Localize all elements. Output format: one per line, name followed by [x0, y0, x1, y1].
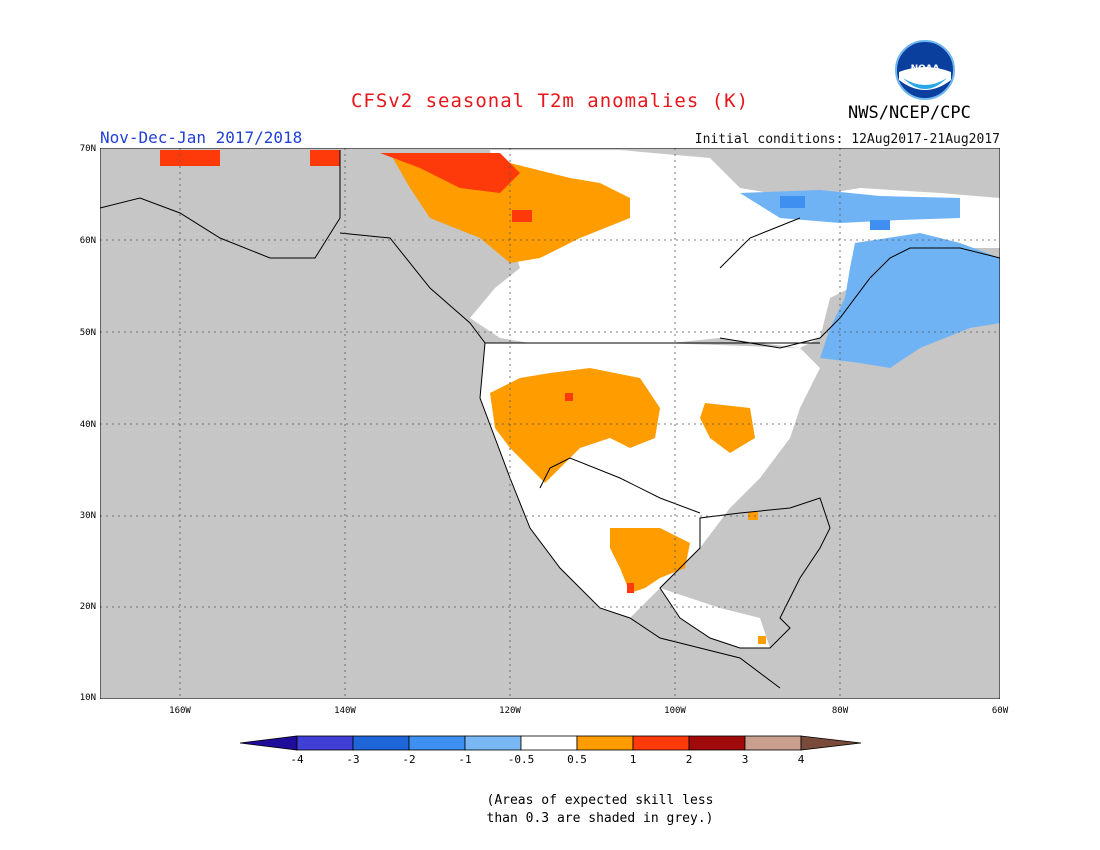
lon-label-100w: 100W — [664, 706, 686, 716]
colorbar-label: 2 — [685, 753, 693, 766]
warm-central-america — [758, 636, 766, 644]
warm-strong-mexico — [627, 583, 634, 593]
colorbar-label: -3 — [346, 753, 360, 766]
warm-central-us — [700, 403, 755, 453]
colorbar-bin-9 — [744, 735, 802, 751]
warm-gulf — [748, 512, 758, 520]
cool-strong-1 — [780, 196, 805, 208]
colorbar-bin-6 — [576, 735, 634, 751]
colorbar-label: -4 — [290, 753, 304, 766]
colorbar-bin-4 — [464, 735, 522, 751]
lon-label-80w: 80W — [831, 706, 849, 716]
colorbar-max-arrow — [800, 735, 862, 751]
lat-label-40n: 40N — [79, 420, 96, 430]
noaa-logo-icon: NOAA — [895, 40, 955, 100]
warm-strong-arctic-2 — [310, 150, 340, 166]
lat-label-30n: 30N — [79, 511, 96, 521]
colorbar-bin-3 — [408, 735, 466, 751]
skill-note-line-2: than 0.3 are shaded in grey.) — [486, 811, 714, 826]
cool-anomaly-areas — [740, 190, 1000, 368]
anomaly-map — [100, 148, 1000, 699]
warm-western-us — [490, 368, 660, 483]
colorbar-label: 4 — [797, 753, 805, 766]
skill-note-line-1: (Areas of expected skill less — [486, 793, 714, 808]
chart-title: CFSv2 seasonal T2m anomalies (K) — [350, 90, 750, 112]
colorbar-bin-1 — [296, 735, 354, 751]
colorbar — [240, 735, 862, 751]
lon-label-160w: 160W — [169, 706, 191, 716]
lon-label-120w: 120W — [499, 706, 521, 716]
colorbar-label: -0.5 — [507, 753, 535, 766]
gridlines — [100, 148, 1000, 699]
colorbar-label: -2 — [402, 753, 416, 766]
colorbar-label: 3 — [741, 753, 749, 766]
warm-strong-arctic-3 — [380, 153, 520, 193]
colorbar-bin-5 — [520, 735, 578, 751]
cool-strong-2 — [870, 220, 890, 230]
colorbar-bin-2 — [352, 735, 410, 751]
skill-note: (Areas of expected skill less than 0.3 a… — [0, 792, 1100, 828]
forecast-period: Nov-Dec-Jan 2017/2018 — [100, 128, 303, 147]
warm-mexico — [610, 528, 690, 593]
lat-label-50n: 50N — [79, 328, 96, 338]
lon-label-60w: 60W — [991, 706, 1009, 716]
colorbar-bin-8 — [688, 735, 746, 751]
colorbar-bin-7 — [632, 735, 690, 751]
lon-label-140w: 140W — [334, 706, 356, 716]
initial-conditions: Initial conditions: 12Aug2017-21Aug2017 — [694, 132, 1000, 147]
land-white-central — [660, 588, 770, 648]
warm-strong-utah — [565, 393, 573, 401]
colorbar-label: 0.5 — [567, 753, 587, 766]
lat-label-20n: 20N — [79, 602, 96, 612]
lat-label-10n: 10N — [79, 693, 96, 703]
colorbar-label: 1 — [629, 753, 637, 766]
noaa-logo-text: NOAA — [911, 64, 940, 74]
coastlines — [100, 150, 1000, 689]
lat-label-60n: 60N — [79, 236, 96, 246]
warm-strong-arctic-4 — [512, 210, 532, 222]
agency-label: NWS/NCEP/CPC — [848, 103, 971, 123]
cool-eastern-canada — [820, 233, 1000, 368]
warm-strong-arctic-1 — [160, 150, 220, 166]
colorbar-label: -1 — [458, 753, 472, 766]
colorbar-min-arrow — [240, 735, 298, 751]
lat-label-70n: 70N — [79, 144, 96, 154]
